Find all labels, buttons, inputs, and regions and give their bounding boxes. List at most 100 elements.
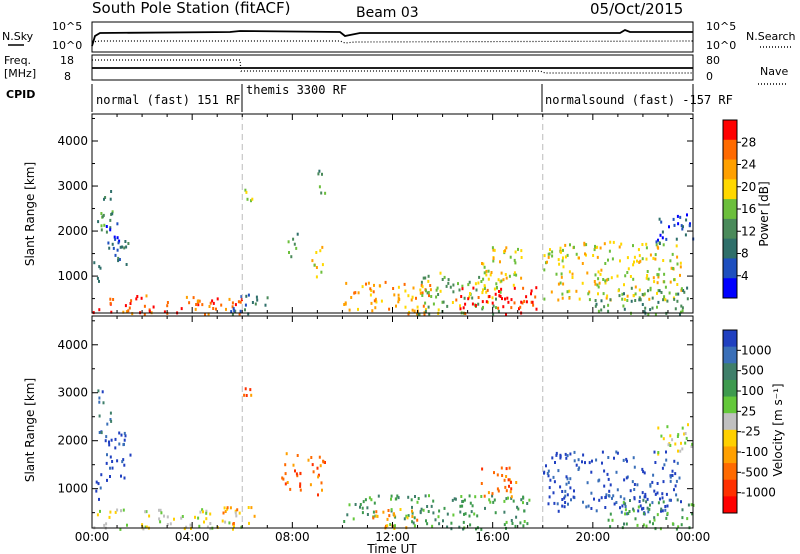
data-cell (393, 514, 396, 518)
data-cell (412, 521, 415, 525)
x-tick-label: 04:00 (175, 530, 210, 544)
data-cell (676, 498, 679, 502)
data-cell (684, 233, 687, 237)
data-cell (295, 472, 298, 476)
data-cell (204, 312, 206, 316)
data-cell (104, 196, 107, 199)
data-cell (665, 458, 668, 462)
data-cell (680, 287, 683, 291)
data-cell (110, 190, 113, 193)
data-cell (509, 480, 512, 484)
data-cell (100, 212, 103, 215)
data-cell (520, 300, 523, 304)
data-cell (344, 302, 347, 306)
data-cell (442, 519, 444, 523)
data-cell (317, 475, 320, 479)
data-cell (566, 493, 569, 497)
data-cell (661, 236, 664, 240)
data-cell (632, 507, 635, 511)
data-cell (490, 271, 493, 274)
data-cell (198, 524, 201, 528)
data-cell (203, 520, 205, 524)
data-cell (98, 414, 101, 418)
data-cell (462, 520, 465, 524)
data-cell (427, 274, 430, 278)
data-cell (212, 307, 215, 310)
data-cell (316, 466, 319, 470)
data-cell (548, 486, 551, 490)
data-cell (546, 260, 548, 264)
data-cell (397, 300, 400, 304)
data-cell (343, 520, 346, 523)
data-cell (656, 291, 658, 295)
data-cell (123, 438, 126, 442)
data-cell (641, 507, 643, 511)
data-cell (641, 491, 644, 495)
data-cell (116, 508, 119, 512)
data-cell (510, 495, 513, 499)
data-cell (471, 296, 474, 300)
data-cell (520, 498, 523, 502)
data-cell (551, 250, 554, 254)
data-cell (578, 297, 581, 301)
data-cell (471, 302, 474, 306)
colorbar-tick-label: 20 (741, 180, 756, 194)
data-cell (639, 495, 641, 499)
data-cell (505, 497, 508, 501)
data-cell (480, 482, 483, 485)
data-cell (208, 305, 211, 308)
data-cell (648, 507, 651, 511)
data-cell (622, 458, 625, 462)
data-cell (492, 312, 495, 316)
data-cell (615, 470, 618, 474)
data-cell (487, 277, 490, 281)
data-cell (566, 454, 569, 458)
cpid-segment-1: normal (fast) 151 RF (96, 93, 241, 107)
data-cell (225, 307, 227, 311)
data-cell (366, 513, 369, 516)
data-cell (530, 292, 532, 296)
data-cell (127, 242, 130, 245)
colorbar-tick-label: 1000 (741, 343, 772, 357)
data-cell (681, 309, 684, 313)
data-cell (657, 426, 660, 430)
data-cell (411, 511, 414, 515)
data-cell (600, 268, 603, 272)
data-cell (294, 469, 296, 473)
data-cell (129, 302, 132, 305)
data-cell (639, 504, 642, 508)
data-cell (543, 268, 546, 272)
data-cell (683, 290, 686, 294)
data-cell (143, 304, 146, 308)
data-cell (492, 500, 495, 504)
data-cell (545, 464, 547, 468)
data-cell (674, 472, 677, 476)
data-cell (384, 280, 387, 284)
data-cell (104, 439, 107, 443)
nsearch-tick-top: 10^5 (706, 20, 736, 33)
freq-tick-bottom: 8 (64, 70, 71, 83)
data-cell (491, 494, 494, 498)
data-cell (661, 230, 664, 234)
data-cell (679, 265, 682, 269)
data-cell (424, 309, 427, 313)
data-cell (185, 525, 188, 529)
data-cell (500, 271, 503, 275)
data-cell (569, 486, 572, 490)
data-cell (158, 508, 160, 512)
data-cell (606, 472, 609, 476)
data-cell (662, 259, 665, 262)
data-cell (663, 463, 666, 467)
data-cell (633, 483, 636, 486)
data-cell (543, 254, 546, 258)
data-cell (549, 248, 551, 252)
data-cell (586, 271, 589, 275)
data-cell (621, 292, 624, 296)
x-tick-label: 16:00 (475, 530, 510, 544)
data-cell (436, 286, 439, 290)
data-cell (654, 492, 657, 496)
data-cell (587, 292, 590, 296)
data-cell (505, 276, 508, 280)
data-cell (437, 308, 440, 312)
data-cell (662, 243, 665, 247)
